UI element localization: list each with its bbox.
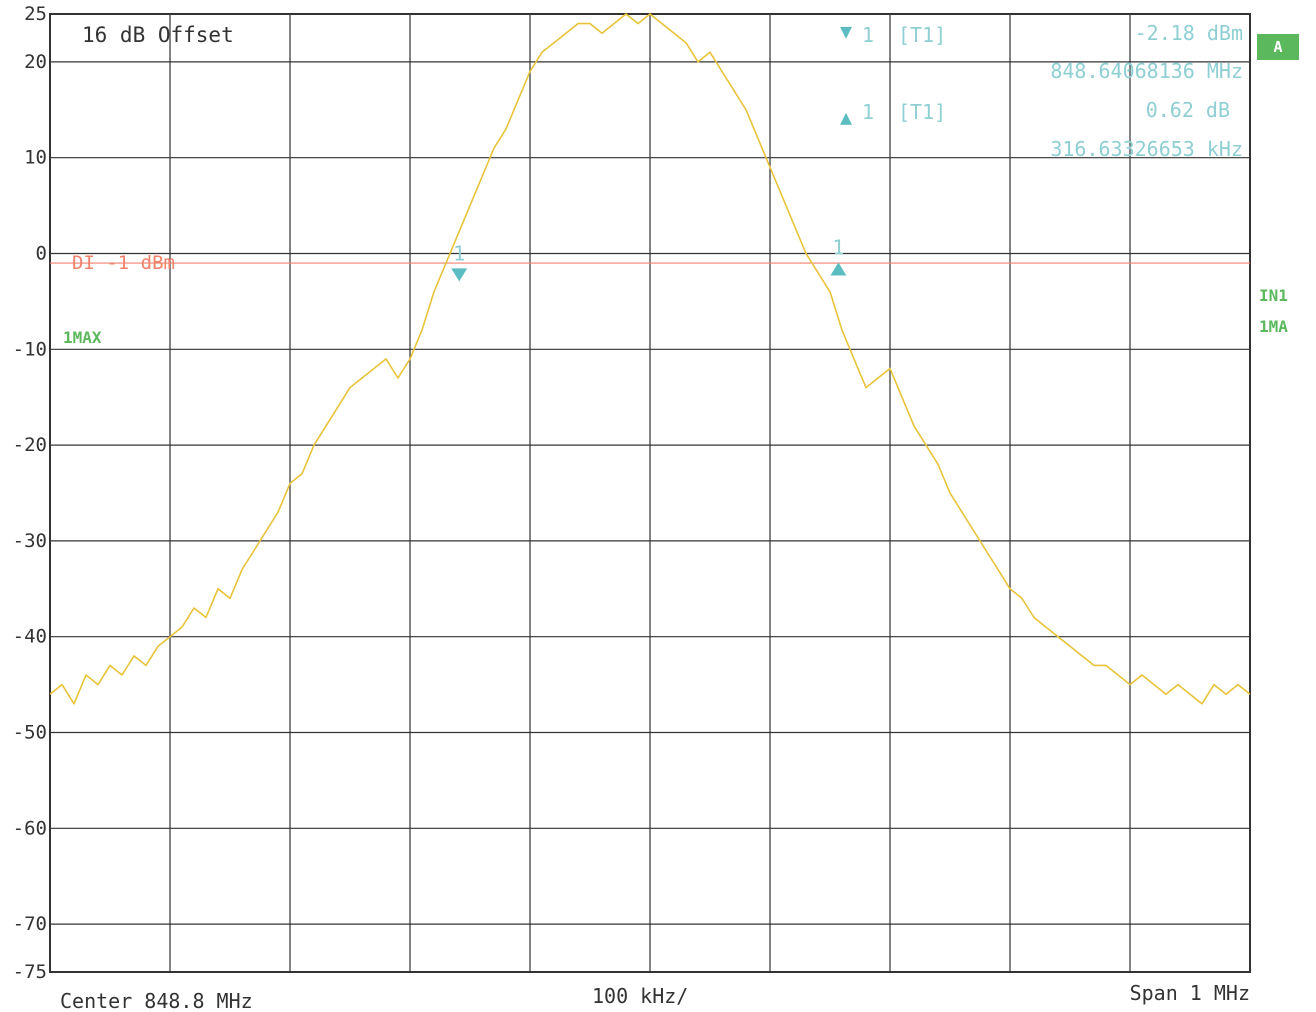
- plot-grid: [49, 13, 1251, 973]
- marker-readout-symbol-2: ▲: [840, 105, 852, 129]
- badge-label: A: [1273, 38, 1282, 56]
- y-tick-label: 20: [24, 51, 47, 73]
- marker-readout-symbol-1: ▼: [840, 19, 852, 43]
- badge-background: [1257, 34, 1299, 60]
- y-tick-label: 25: [24, 3, 47, 25]
- marker-2-symbol: [830, 262, 847, 276]
- marker-readout-value-2: 0.62 dB: [1146, 98, 1230, 122]
- y-tick-labels: 25 20 10 0 -10 -20 -30 -40 -50 -60 -70 -75: [13, 3, 47, 983]
- mode-label: 1MA: [1259, 317, 1288, 336]
- y-tick-label: -60: [13, 817, 47, 839]
- marker-readout: ▼ 1 [T1] -2.18 dBm 848.64068136 MHz ▲ 1 …: [840, 19, 1243, 161]
- marker-readout-id-1: 1: [862, 23, 874, 47]
- display-line-label: DI -1 dBm: [72, 252, 175, 274]
- marker-2-label: 1: [832, 235, 844, 259]
- marker-readout-id-2: 1: [862, 100, 874, 124]
- marker-readout-tag-1: [T1]: [898, 23, 946, 47]
- marker-readout-freq-2: 316.63326653 kHz: [1050, 137, 1243, 161]
- y-tick-label: -70: [13, 913, 47, 935]
- trace-mode-label: 1MAX: [63, 328, 102, 347]
- y-tick-label: -75: [13, 961, 47, 983]
- offset-label: 16 dB Offset: [82, 23, 234, 47]
- marker-1-label: 1: [453, 241, 465, 265]
- center-frequency-label: Center 848.8 MHz: [60, 989, 253, 1012]
- display-line: DI -1 dBm: [50, 252, 1250, 274]
- y-tick-label: -50: [13, 722, 47, 744]
- marker-readout-tag-2: [T1]: [898, 100, 946, 124]
- marker-readout-value-1: -2.18 dBm: [1135, 21, 1243, 45]
- span-label: Span 1 MHz: [1130, 981, 1250, 1005]
- y-tick-label: 0: [36, 243, 47, 265]
- input-label: IN1: [1259, 286, 1288, 305]
- y-tick-label: 10: [24, 147, 47, 169]
- division-label: 100 kHz/: [592, 984, 688, 1008]
- y-tick-label: -40: [13, 626, 47, 648]
- y-tick-label: -10: [13, 338, 47, 360]
- marker-1-symbol: [451, 268, 468, 282]
- marker-readout-freq-1: 848.64068136 MHz: [1050, 59, 1243, 83]
- y-tick-label: -30: [13, 530, 47, 552]
- y-tick-label: -20: [13, 434, 47, 456]
- spectrum-trace: [49, 13, 1251, 705]
